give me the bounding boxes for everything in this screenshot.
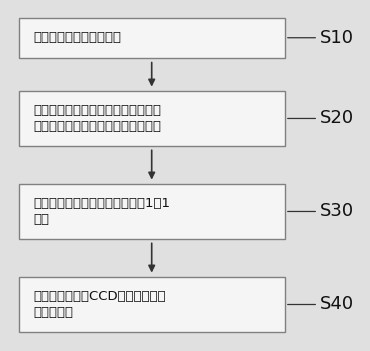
Bar — [18, 184, 285, 239]
Bar — [18, 91, 285, 146]
Text: 利用闪烁晶体和CCD相机实现图像: 利用闪烁晶体和CCD相机实现图像 — [33, 290, 166, 303]
Text: S20: S20 — [320, 110, 354, 127]
Text: 的实时采集: 的实时采集 — [33, 306, 73, 319]
Bar — [18, 277, 285, 332]
Text: 对所述质子束进行调制匹配整形，使: 对所述质子束进行调制匹配整形，使 — [33, 104, 161, 117]
Text: S10: S10 — [320, 29, 354, 47]
Text: 所述质子束照射在容体的预定部位上: 所述质子束照射在容体的预定部位上 — [33, 120, 161, 133]
Text: S30: S30 — [320, 203, 354, 220]
Bar — [18, 18, 285, 58]
Text: 通过磁透镜组使所述质子束实现1：1: 通过磁透镜组使所述质子束实现1：1 — [33, 197, 170, 210]
Text: 成像: 成像 — [33, 213, 49, 226]
Text: S40: S40 — [320, 296, 354, 313]
Text: 利用治疗头发射出质子束: 利用治疗头发射出质子束 — [33, 31, 121, 44]
